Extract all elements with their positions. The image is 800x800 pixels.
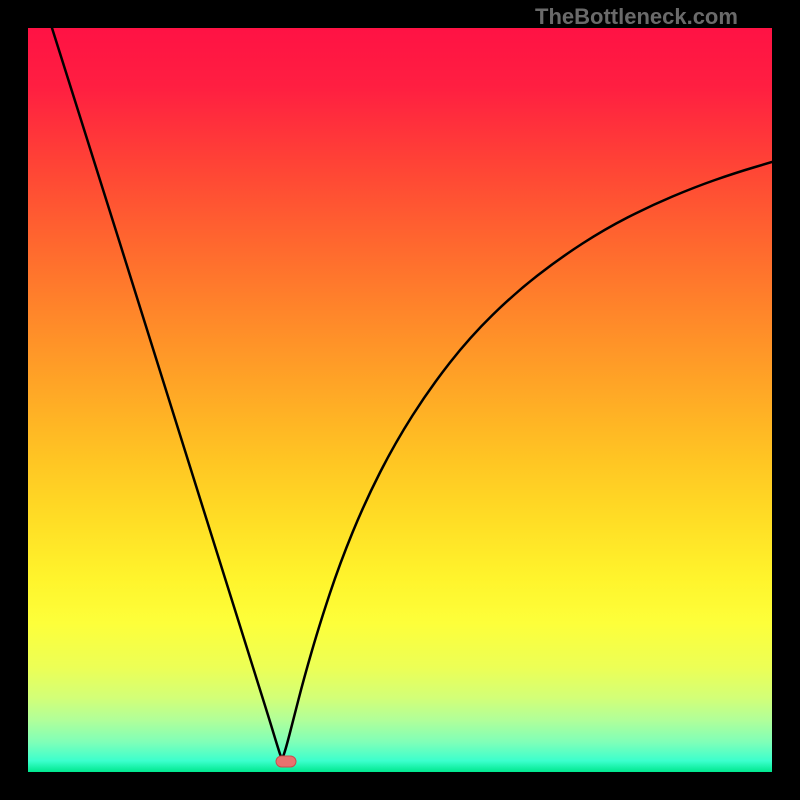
watermark-text: TheBottleneck.com: [535, 4, 738, 30]
bottleneck-chart: [0, 0, 800, 800]
gradient-background: [28, 28, 772, 772]
optimal-marker: [276, 756, 296, 767]
